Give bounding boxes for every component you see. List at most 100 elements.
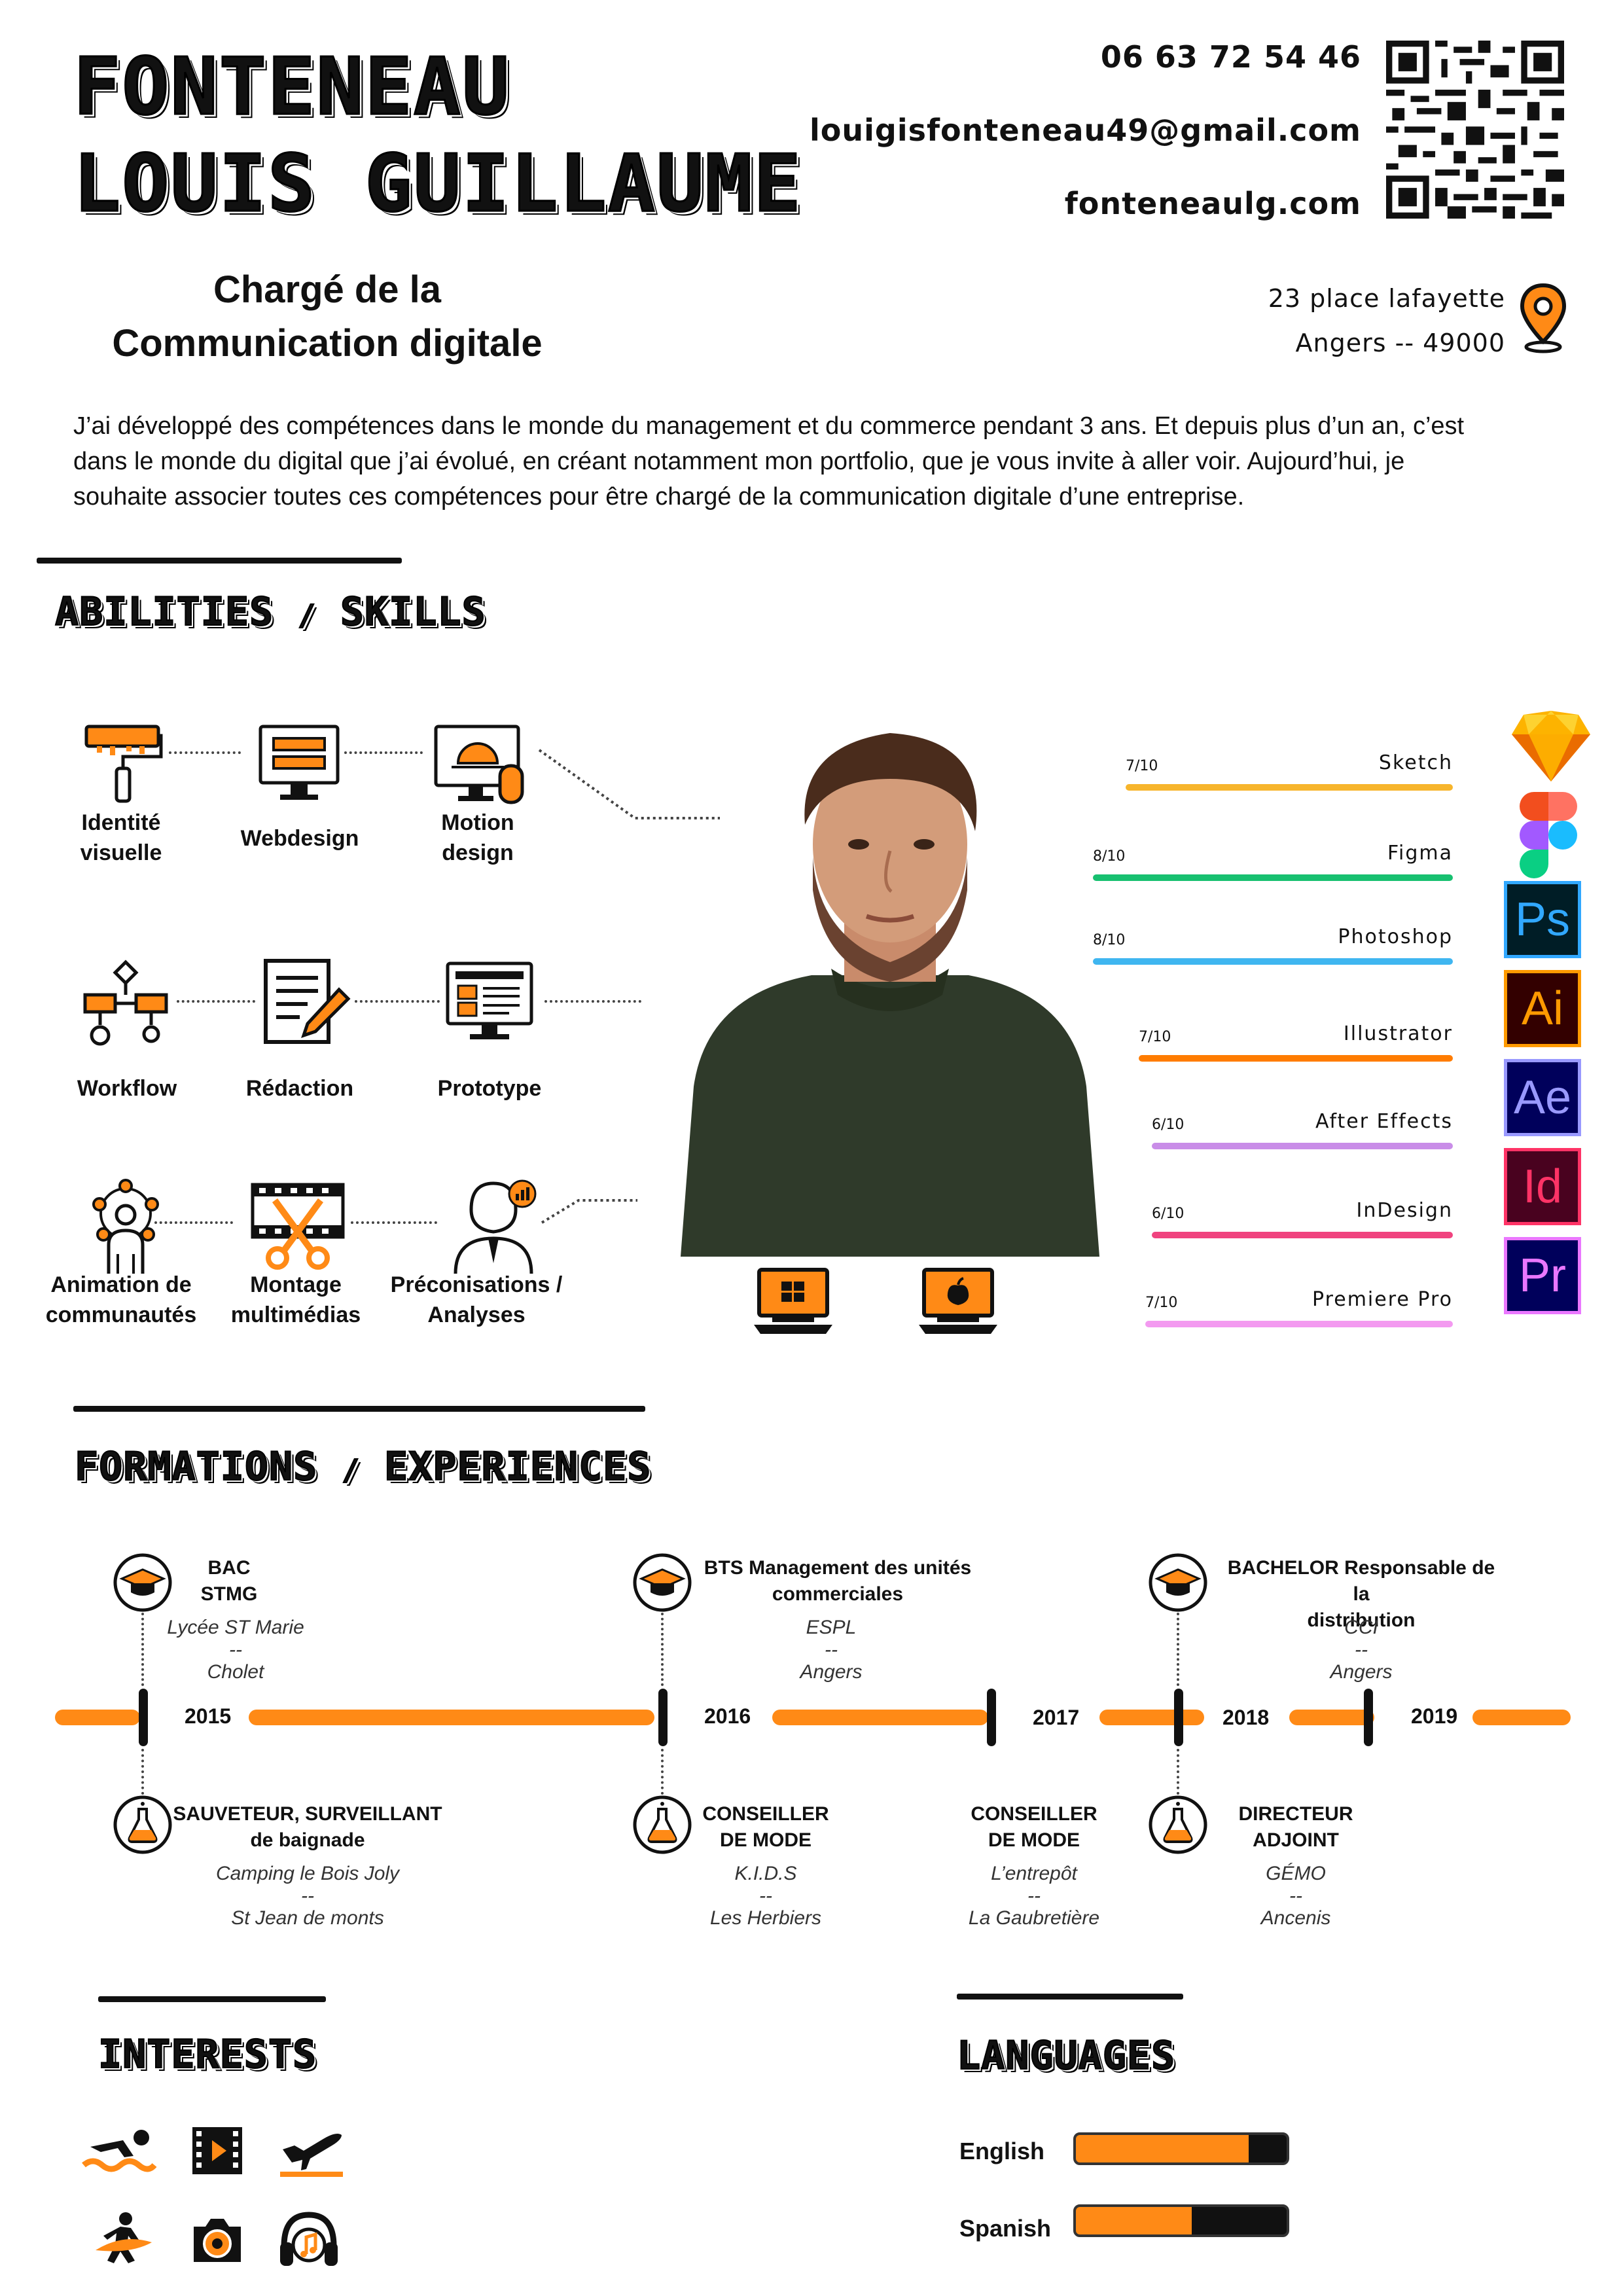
experience-company: GÉMO (1266, 1863, 1326, 1884)
dotted-connector (169, 751, 241, 754)
timeline-segment (1289, 1710, 1374, 1725)
dotted-connector (177, 1000, 255, 1003)
experience-details: GÉMO -- Ancenis (1217, 1863, 1374, 1929)
section-title-skills: Abilities / Skills (54, 588, 486, 636)
skill-label-line: Analyses (427, 1302, 526, 1327)
timeline-tick (1174, 1689, 1183, 1746)
timeline-segment (1099, 1710, 1204, 1725)
section-title-interests: Interests (98, 2031, 317, 2078)
timeline-segment (772, 1710, 988, 1725)
website-link[interactable]: fonteneaulg.com (1064, 186, 1361, 221)
prototype-monitor-icon (446, 961, 533, 1039)
intro-line: J’ai développé des compétences dans le m… (73, 412, 1465, 440)
timeline-connector (1177, 1613, 1179, 1686)
film-video-icon (192, 2127, 242, 2174)
section-title-separator: / (297, 598, 316, 633)
timeline-segment (1472, 1710, 1571, 1725)
section-title-part: Formations (74, 1443, 318, 1490)
experience-company: K.I.D.S (734, 1863, 797, 1884)
workflow-icon (83, 960, 168, 1046)
camera-icon (194, 2219, 241, 2262)
tool-name: Figma (1387, 842, 1453, 865)
experience-title: DIRECTEUR (1238, 1803, 1353, 1825)
formation-item: BAC STMG (131, 1555, 327, 1607)
experience-city: St Jean de monts (231, 1907, 384, 1929)
address-line1: 23 place lafayette (1268, 284, 1505, 313)
formation-school: CCI (1344, 1617, 1378, 1638)
section-divider (957, 1994, 1183, 2000)
experience-item: SAUVETEUR, SURVEILLANT de baignade (170, 1801, 445, 1854)
timeline-segment (249, 1710, 654, 1725)
experience-title: CONSEILLER (971, 1803, 1097, 1825)
section-title-part: Experiences (383, 1443, 652, 1490)
formation-title: commerciales (772, 1583, 904, 1605)
experience-title: CONSEILLER (702, 1803, 829, 1825)
surfing-icon (96, 2212, 152, 2263)
tool-bar (1093, 874, 1453, 881)
skill-label-montage: Montage multimédias (198, 1270, 394, 1330)
writing-document-icon (264, 959, 351, 1044)
dotted-connector (541, 1199, 637, 1224)
intro-paragraph: J’ai développé des compétences dans le m… (73, 408, 1552, 514)
tool-score: 7/10 (1126, 758, 1158, 774)
premiere-pro-logo-icon: Pr (1504, 1237, 1581, 1314)
tool-bar (1093, 958, 1453, 965)
email-address[interactable]: louigisfonteneau49@gmail.com (810, 113, 1361, 148)
experience-separator: -- (1289, 1885, 1302, 1907)
formation-title: BACHELOR (1227, 1557, 1339, 1579)
map-pin-icon (1520, 283, 1567, 353)
experience-details: Camping le Bois Joly -- St Jean de monts (196, 1863, 419, 1929)
experience-city: Ancenis (1260, 1907, 1331, 1929)
skill-label-identite: Identité visuelle (23, 808, 219, 868)
skill-label-prototype: Prototype (437, 1076, 542, 1101)
airplane-travel-icon (280, 2134, 343, 2177)
qr-code-icon (1386, 41, 1564, 219)
tool-name: InDesign (1356, 1199, 1453, 1222)
music-headphones-icon (280, 2212, 338, 2266)
skill-label-preconisations: Préconisations / Analyses (378, 1270, 575, 1330)
language-level-fill (1076, 2207, 1192, 2234)
experience-company: Camping le Bois Joly (215, 1863, 400, 1884)
dotted-connector (351, 1221, 437, 1224)
address-line2: Angers -- 49000 (1295, 329, 1505, 357)
timeline-connector (1177, 1749, 1179, 1795)
skill-label-line: Identité (81, 810, 161, 835)
skill-label-workflow: Workflow (77, 1076, 177, 1101)
section-title-part: Skills (340, 588, 486, 636)
formation-separator: -- (229, 1639, 242, 1660)
name-line1: Fonteneau (72, 42, 511, 133)
tool-name: Photoshop (1338, 925, 1453, 948)
motion-design-icon (434, 725, 524, 804)
timeline-year: 2015 (185, 1704, 232, 1728)
experience-separator: -- (759, 1885, 772, 1907)
skill-label-line: Préconisations / (390, 1272, 563, 1297)
paint-roller-icon (84, 725, 163, 803)
skill-label-line: design (442, 840, 514, 865)
formation-title: BTS Management des unités (704, 1557, 972, 1579)
graduation-cap-icon (1149, 1553, 1207, 1612)
timeline-year: 2016 (704, 1704, 751, 1728)
job-title-line2: Communication digitale (112, 322, 543, 365)
tool-name: Illustrator (1343, 1022, 1453, 1045)
tools-list: 7/10 Sketch 8/10 Figma 8/10 Photoshop 7/… (1086, 733, 1492, 1327)
experience-details: K.I.D.S -- Les Herbiers (681, 1863, 851, 1929)
language-name: Spanish (959, 2215, 1052, 2242)
experience-city: La Gaubretière (968, 1907, 1100, 1929)
section-divider (37, 558, 402, 564)
skill-label-line: communautés (45, 1302, 197, 1327)
timeline-connector (141, 1613, 144, 1686)
skill-label-line: Montage (250, 1272, 342, 1297)
community-network-icon (92, 1179, 159, 1274)
section-title-languages: Languages (956, 2032, 1176, 2079)
formation-city: Angers (800, 1661, 863, 1683)
after-effects-logo-icon: Ae (1504, 1059, 1581, 1136)
tool-bar (1139, 1055, 1453, 1062)
formation-title: Responsable de la (1338, 1557, 1495, 1605)
experience-title: DE MODE (719, 1829, 812, 1851)
tool-bar (1152, 1232, 1453, 1238)
section-title-separator: / (341, 1453, 360, 1488)
skill-label-line: multimédias (230, 1302, 361, 1327)
timeline-segment (55, 1710, 140, 1725)
tool-score: 7/10 (1139, 1029, 1171, 1045)
phone-number[interactable]: 06 63 72 54 46 (1100, 39, 1361, 75)
